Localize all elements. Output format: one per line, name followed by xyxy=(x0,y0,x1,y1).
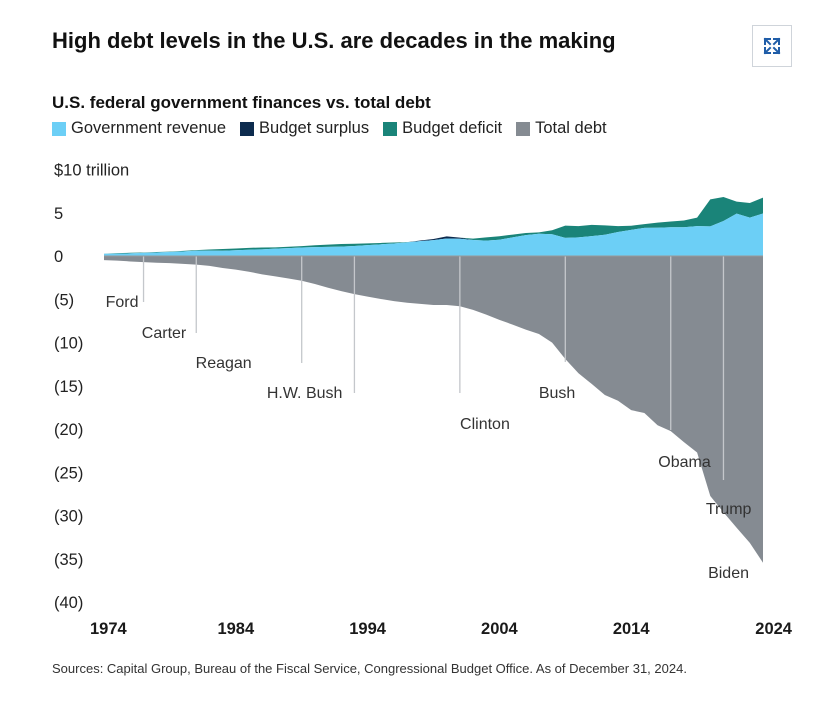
annotation-label-biden: Biden xyxy=(708,565,749,582)
y-tick-label-neg25: (25) xyxy=(54,464,83,482)
y-tick-label-neg20: (20) xyxy=(54,421,83,439)
source-note: Sources: Capital Group, Bureau of the Fi… xyxy=(52,661,687,676)
y-tick-label-neg10: (10) xyxy=(54,335,83,353)
y-tick-label-neg35: (35) xyxy=(54,551,83,569)
legend-label-revenue: Government revenue xyxy=(71,119,227,137)
legend-item-debt: Total debt xyxy=(516,119,607,138)
government-revenue-area xyxy=(104,213,763,256)
legend-item-surplus: Budget surplus xyxy=(240,119,369,138)
annotation-label-clinton: Clinton xyxy=(460,416,510,433)
x-tick-label-2004: 2004 xyxy=(481,620,519,638)
legend-label-deficit: Budget deficit xyxy=(402,119,503,137)
y-tick-label-10: $10 trillion xyxy=(54,162,129,180)
annotation-label-carter: Carter xyxy=(142,325,187,342)
y-tick-label-5: 5 xyxy=(54,205,63,223)
y-tick-label-neg15: (15) xyxy=(54,378,83,396)
legend-swatch-deficit xyxy=(383,121,398,136)
legend-label-surplus: Budget surplus xyxy=(259,119,370,137)
expand-arrows-icon xyxy=(763,37,781,55)
annotation-label-obama: Obama xyxy=(658,454,711,471)
legend-label-debt: Total debt xyxy=(535,119,607,137)
annotation-label-trump: Trump xyxy=(706,501,752,518)
y-tick-label-neg30: (30) xyxy=(54,508,83,526)
legend-item-revenue: Government revenue xyxy=(52,119,226,138)
legend-item-deficit: Budget deficit xyxy=(383,119,502,138)
annotation-label-bush: Bush xyxy=(539,385,575,402)
x-tick-label-1984: 1984 xyxy=(217,620,255,638)
legend-swatch-surplus xyxy=(240,121,255,136)
x-tick-label-2014: 2014 xyxy=(613,620,651,638)
legend-swatch-revenue xyxy=(52,121,66,136)
y-tick-label-0: 0 xyxy=(54,248,63,266)
chart-title: High debt levels in the U.S. are decades… xyxy=(52,28,616,53)
annotation-label-ford: Ford xyxy=(106,294,139,311)
annotation-label-reagan: Reagan xyxy=(196,355,252,372)
total-debt-area xyxy=(104,256,763,563)
x-tick-label-2024: 2024 xyxy=(755,620,793,638)
x-tick-label-1974: 1974 xyxy=(90,620,128,638)
x-tick-label-1994: 1994 xyxy=(349,620,387,638)
expand-button[interactable] xyxy=(752,25,792,67)
legend: Government revenue Budget surplus Budget… xyxy=(52,119,607,138)
legend-swatch-debt xyxy=(516,121,531,136)
y-tick-label-neg5: (5) xyxy=(54,291,74,309)
y-tick-label-neg40: (40) xyxy=(54,594,83,612)
annotation-label-h-w-bush: H.W. Bush xyxy=(267,385,343,402)
chart-subtitle: U.S. federal government finances vs. tot… xyxy=(52,93,431,112)
